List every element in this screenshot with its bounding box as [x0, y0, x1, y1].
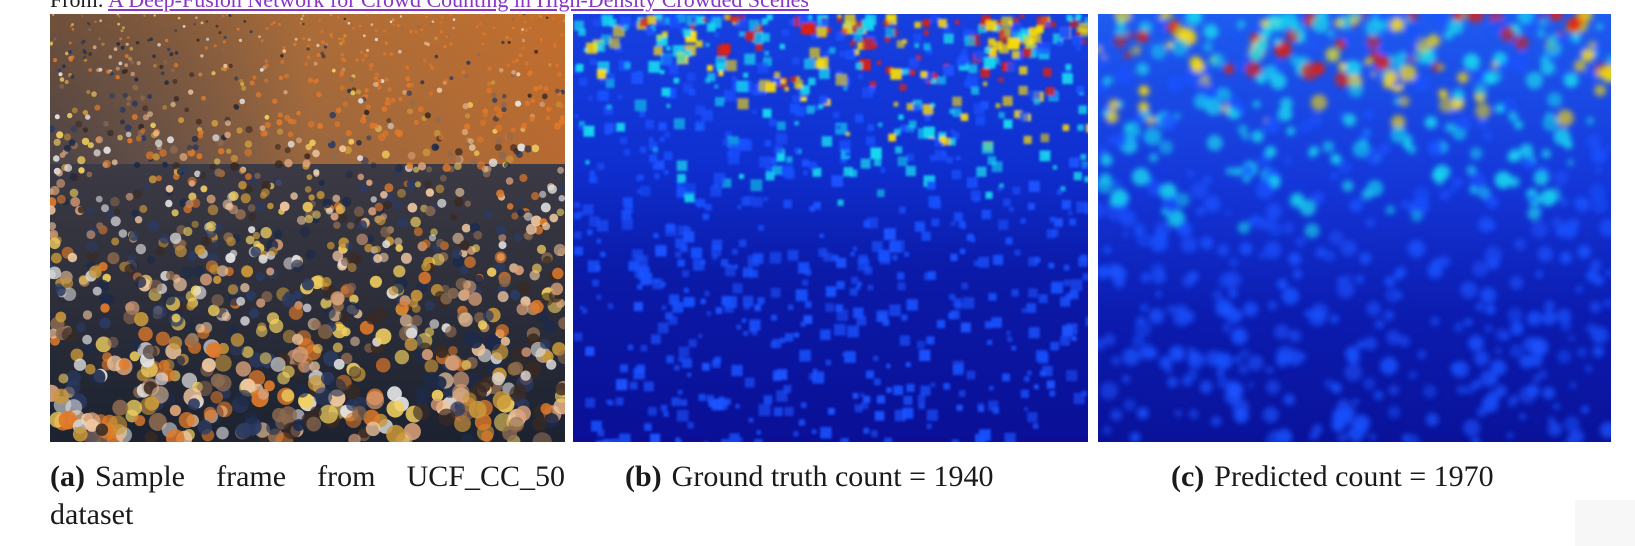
- caption-a: (a) Sample frame from UCF_CC_50 dataset: [50, 458, 565, 534]
- source-line: From: A Deep-Fusion Network for Crowd Co…: [50, 0, 809, 12]
- caption-a-tag: (a): [50, 460, 85, 493]
- edge-fade: [1575, 500, 1635, 546]
- paper-link[interactable]: A Deep-Fusion Network for Crowd Counting…: [108, 0, 809, 12]
- caption-c: (c) Predicted count = 1970: [1171, 458, 1494, 496]
- caption-b-text: Ground truth count = 1940: [671, 460, 994, 493]
- ground-truth-heatmap: [573, 14, 1088, 442]
- source-prefix: From:: [50, 0, 104, 12]
- caption-c-tag: (c): [1171, 460, 1205, 493]
- predicted-heatmap: [1098, 14, 1611, 442]
- ground-truth-heatmap-panel: [573, 14, 1088, 442]
- caption-b-tag: (b): [625, 460, 662, 493]
- caption-a-text: Sample frame from UCF_CC_50 dataset: [50, 460, 565, 531]
- predicted-heatmap-panel: [1098, 14, 1611, 442]
- caption-c-text: Predicted count = 1970: [1214, 460, 1494, 493]
- caption-b: (b) Ground truth count = 1940: [625, 458, 994, 496]
- crowd-photo-panel: [50, 14, 565, 442]
- crowd-photo: [50, 14, 565, 442]
